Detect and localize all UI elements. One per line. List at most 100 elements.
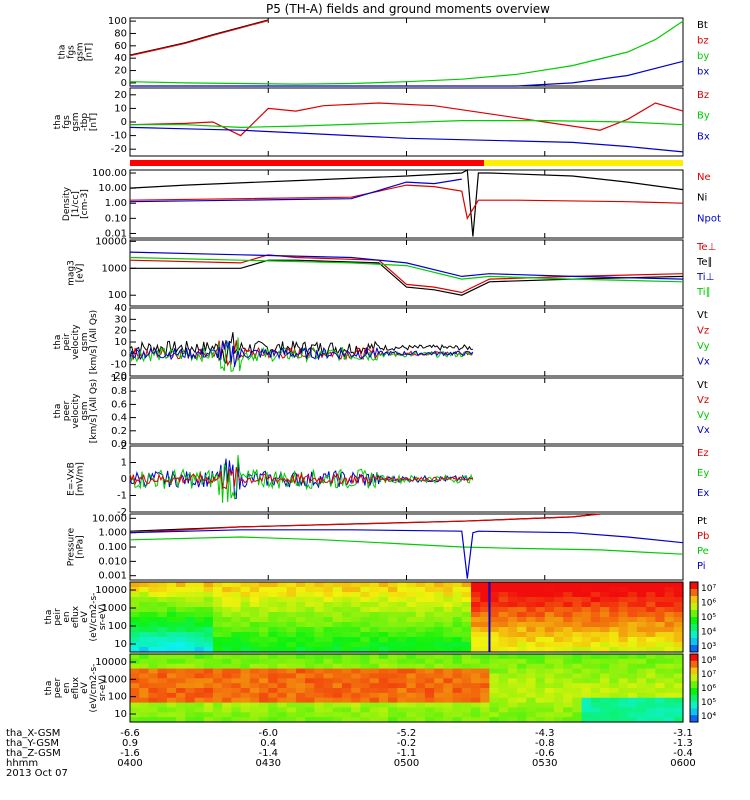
heat-cell xyxy=(664,707,675,713)
heat-cell xyxy=(240,712,251,718)
heat-cell xyxy=(415,637,426,643)
heat-cell xyxy=(507,658,518,665)
heat-cell xyxy=(388,642,398,648)
heat-cell xyxy=(139,658,150,665)
heat-cell xyxy=(535,607,546,613)
heat-cell xyxy=(203,632,214,638)
noise-series xyxy=(129,467,473,490)
ylabel-line: tha xyxy=(53,404,63,419)
heat-cell xyxy=(507,642,518,648)
heat-cell xyxy=(415,688,426,694)
colorbar-label: 10⁵ xyxy=(701,698,716,708)
heat-cell xyxy=(553,717,564,723)
heat-cell xyxy=(443,697,454,704)
heat-cell xyxy=(627,587,638,593)
ylabel-line: gsm xyxy=(71,112,81,131)
heat-cell xyxy=(194,673,205,679)
heat-cell xyxy=(268,607,279,613)
heat-cell xyxy=(332,617,343,623)
heat-cell xyxy=(351,632,362,638)
heat-cell xyxy=(424,658,435,665)
heat-cell xyxy=(646,612,656,618)
heat-cell xyxy=(185,712,196,718)
heat-cell xyxy=(212,632,223,638)
heat-cell xyxy=(461,692,472,699)
heat-cell xyxy=(673,658,684,665)
heat-cell xyxy=(231,668,242,675)
heat-cell xyxy=(139,702,150,709)
heat-cell xyxy=(526,632,537,638)
heat-cell xyxy=(268,673,279,679)
heat-cell xyxy=(231,702,242,709)
heat-cell xyxy=(249,607,260,613)
heat-cell xyxy=(636,607,647,613)
heat-cell xyxy=(341,692,352,699)
heat-cell xyxy=(314,678,325,684)
heat-cell xyxy=(489,622,500,628)
heat-cell xyxy=(259,673,269,679)
heat-cell xyxy=(563,707,573,713)
heat-cell xyxy=(323,673,334,679)
heat-cell xyxy=(378,702,389,709)
heat-cell xyxy=(636,612,647,618)
heat-cell xyxy=(378,647,389,653)
heat-cell xyxy=(240,678,251,684)
heat-cell xyxy=(498,717,509,723)
heat-cell xyxy=(185,668,196,675)
heat-cell xyxy=(618,597,629,603)
heat-cell xyxy=(498,668,509,675)
heat-cell xyxy=(157,647,168,653)
heat-cell xyxy=(240,688,251,694)
heat-cell xyxy=(627,692,638,699)
heat-cell xyxy=(194,707,205,713)
heat-cell xyxy=(378,637,389,643)
heat-cell xyxy=(332,647,343,653)
heat-cell xyxy=(627,688,638,694)
heat-cell xyxy=(434,668,444,675)
heat-cell xyxy=(526,673,537,679)
heat-cell xyxy=(664,602,675,608)
heat-cell xyxy=(369,678,380,684)
heat-cell xyxy=(590,587,601,593)
heat-cell xyxy=(581,688,592,694)
heat-cell xyxy=(489,597,500,603)
ylabel-line: eflux xyxy=(71,676,81,699)
xaxis-row-label: tha_Y-GSM xyxy=(6,738,59,749)
heat-cell xyxy=(286,692,297,699)
heat-cell xyxy=(323,612,334,618)
heat-cell xyxy=(212,702,223,709)
heat-cell xyxy=(646,697,656,704)
heat-cell xyxy=(148,668,159,675)
heat-cell xyxy=(130,647,140,653)
ytick-label: 80 xyxy=(114,28,127,39)
heat-cell xyxy=(332,663,343,670)
heat-cell xyxy=(332,592,343,598)
heat-cell xyxy=(203,683,214,689)
ytick-label: 10 xyxy=(114,337,127,348)
heat-cell xyxy=(636,632,647,638)
heat-cell xyxy=(351,712,362,718)
heat-cell xyxy=(378,683,389,689)
heat-cell xyxy=(378,602,389,608)
heat-cell xyxy=(222,673,232,679)
legend-Pt: Pt xyxy=(697,516,707,527)
heat-cell xyxy=(286,683,297,689)
heat-cell xyxy=(240,654,251,660)
heat-cell xyxy=(443,582,454,588)
heat-cell xyxy=(388,592,398,598)
heat-cell xyxy=(314,602,325,608)
heat-cell xyxy=(148,597,159,603)
heat-cell xyxy=(655,647,666,653)
heat-cell xyxy=(609,712,620,718)
xaxis-value: -0.6 xyxy=(535,748,555,759)
ylabel-line: [mV/m] xyxy=(76,462,86,496)
heat-cell xyxy=(581,673,592,679)
heat-cell xyxy=(443,647,454,653)
heat-cell xyxy=(415,717,426,723)
heat-cell xyxy=(249,668,260,675)
heat-cell xyxy=(434,642,444,648)
heat-cell xyxy=(581,678,592,684)
heat-cell xyxy=(646,582,656,588)
panel-3: Density [1/cc] [cm-3]0.010.101.0010.00100.… xyxy=(62,168,721,239)
heat-cell xyxy=(305,683,315,689)
